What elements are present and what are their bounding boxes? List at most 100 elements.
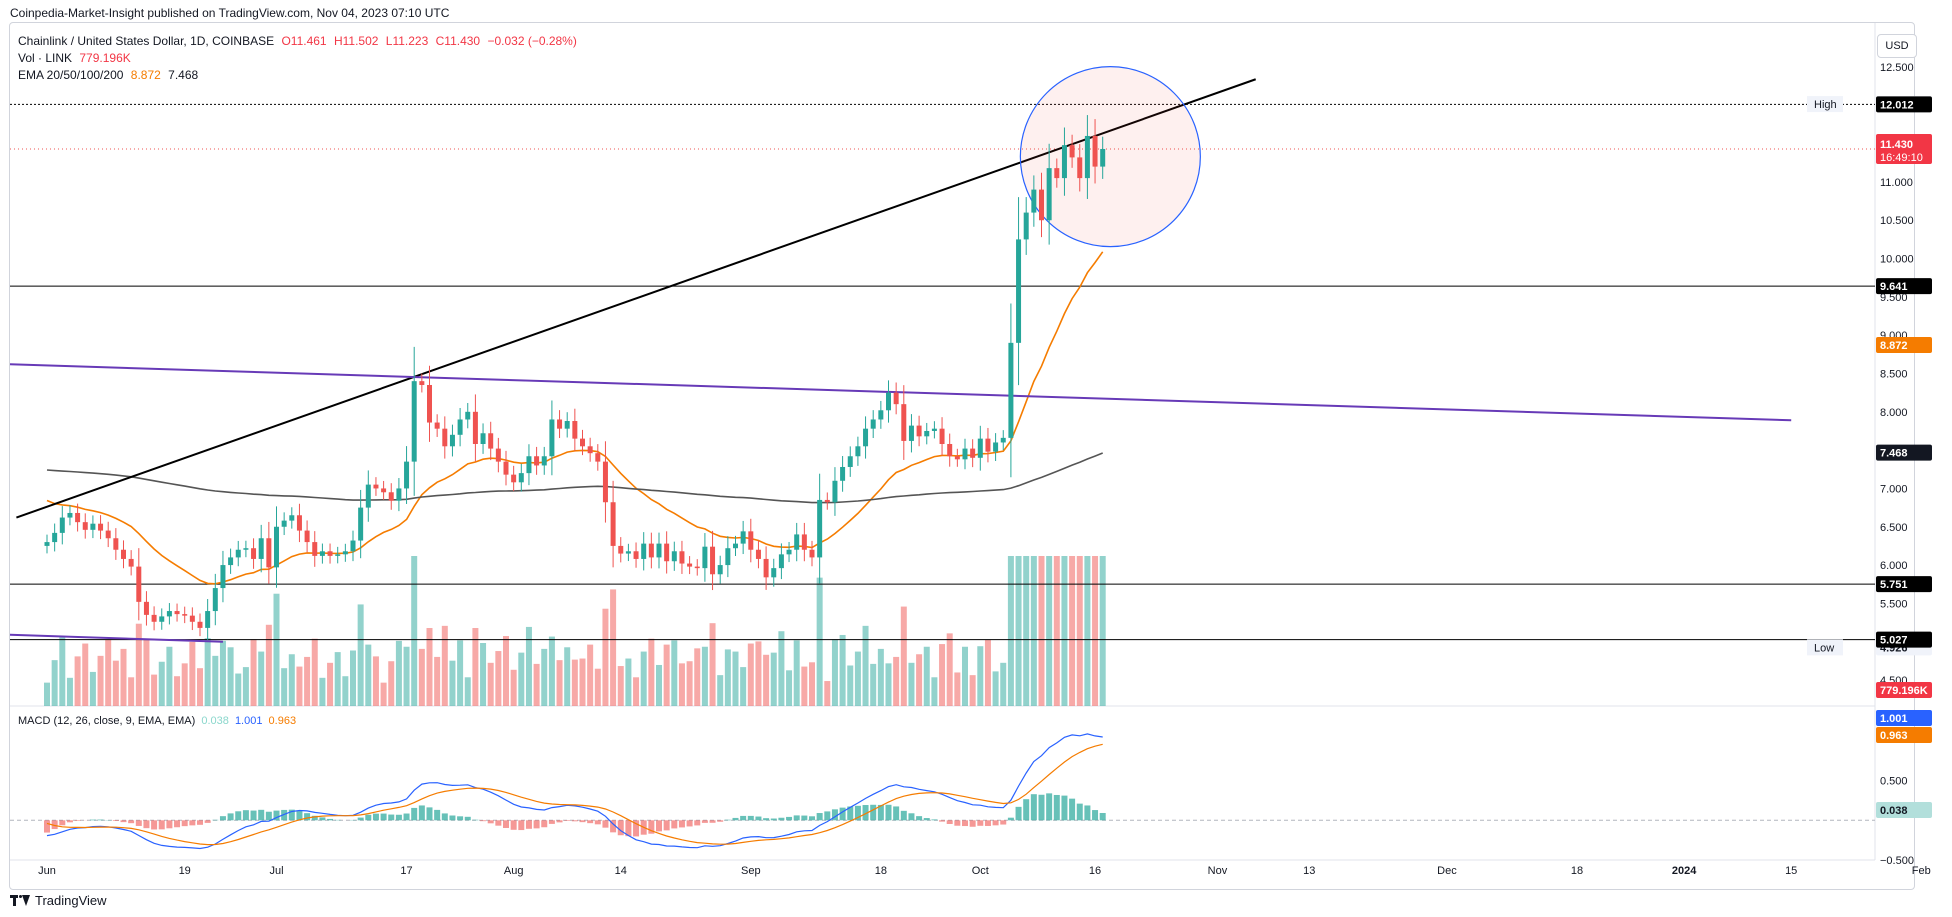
price-tag: 7.468 (1880, 448, 1908, 460)
macd-histogram-bar (579, 820, 586, 823)
candle-body (740, 531, 746, 544)
macd-histogram-bar (304, 813, 311, 821)
volume-bar (74, 656, 81, 706)
volume-bar (923, 646, 930, 706)
volume-bar (388, 661, 395, 706)
volume-bar (464, 677, 471, 706)
macd-histogram-bar (610, 820, 617, 833)
candle-body (358, 507, 364, 541)
candle-body (656, 543, 662, 558)
currency-button[interactable]: USD (1877, 34, 1917, 58)
volume-bar (265, 624, 272, 706)
macd-label[interactable]: MACD (12, 26, close, 9, EMA, EMA) (18, 715, 196, 727)
volume-bar (541, 648, 548, 706)
macd-histogram-bar (778, 817, 785, 821)
time-axis-label: Dec (1437, 865, 1457, 877)
volume-bar (625, 658, 632, 706)
last-price-tag: 11.430 (1880, 139, 1913, 151)
macd-histogram-bar (449, 815, 456, 821)
volume-bar (724, 649, 731, 706)
macd-histogram-bar (663, 820, 670, 831)
candle-body (931, 428, 937, 431)
candle-body (342, 551, 348, 555)
candle-body (993, 442, 999, 452)
macd-histogram-bar (457, 816, 464, 821)
volume-bar (1069, 556, 1076, 706)
volume-bar (1061, 556, 1068, 706)
macd-histogram-bar (388, 814, 395, 821)
candle-body (824, 499, 830, 503)
price-axis-label: 6.500 (1880, 522, 1908, 534)
macd-histogram-bar (877, 804, 884, 821)
ema-slow-value: 7.468 (168, 68, 199, 82)
macd-axis-label: −0.500 (1880, 855, 1914, 867)
volume-bar (594, 668, 601, 706)
macd-histogram-bar (1061, 795, 1068, 821)
macd-histogram-bar (319, 817, 326, 821)
volume-bar (763, 654, 770, 706)
volume-bar (556, 660, 563, 706)
volume-bar (281, 668, 288, 706)
lower-channel-line (9, 633, 223, 643)
volume-bar (916, 654, 923, 706)
macd-histogram-bar (839, 807, 846, 821)
candle-body (518, 473, 524, 483)
candle-body (319, 551, 325, 556)
candle-body (472, 411, 478, 444)
macd-histogram-bar (908, 813, 915, 821)
volume-bar (1099, 556, 1106, 706)
volume-bar (158, 661, 165, 706)
volume-bar (686, 661, 693, 706)
ema-label[interactable]: EMA 20/50/100/200 (18, 68, 124, 82)
candle-body (541, 456, 547, 466)
volume-bar (189, 641, 196, 706)
volume-bar (992, 671, 999, 706)
candle-body (748, 531, 754, 550)
candle-body (908, 425, 914, 441)
candle-body (648, 543, 654, 558)
macd-histogram-bar (633, 820, 640, 837)
volume-bar (701, 646, 708, 706)
descending-trendline (9, 363, 1792, 422)
candle-body (1016, 239, 1022, 343)
candle-body (159, 616, 165, 622)
volume-bar (931, 677, 938, 706)
candle-body (1061, 145, 1067, 179)
price-caption-bg (1807, 639, 1843, 656)
volume-label[interactable]: Vol · LINK (18, 51, 73, 65)
macd-histogram-bar (893, 806, 900, 821)
candle-body (327, 551, 333, 556)
candle-body (679, 551, 685, 564)
macd-histogram-bar (1053, 794, 1060, 821)
macd-histogram-bar (327, 818, 334, 821)
macd-histogram-bar (962, 820, 968, 827)
level-tag-bg (1876, 576, 1932, 593)
volume-bar (395, 640, 402, 706)
macd-histogram-bar (694, 820, 701, 826)
candle-body (419, 381, 425, 385)
countdown-tag: 16:49:10 (1880, 152, 1923, 164)
volume-bar (1076, 556, 1083, 706)
macd-histogram-bar (273, 810, 280, 821)
volume-bar (411, 556, 418, 706)
footer-brand[interactable]: TradingView (35, 893, 107, 908)
level-tag: 9.641 (1880, 281, 1908, 293)
macd-histogram-bar (954, 820, 961, 826)
volume-bar (403, 646, 410, 706)
macd-histogram-bar (977, 820, 984, 826)
volume-bar (548, 636, 555, 706)
candle-body (136, 566, 142, 602)
volume-bar (82, 643, 89, 706)
candle-body (602, 461, 608, 503)
volume-bar (365, 644, 372, 706)
last-price-tag-bg (1876, 133, 1932, 164)
macd-histogram-bar (204, 820, 211, 823)
macd-histogram-bar (189, 820, 196, 826)
volume-bar (1046, 556, 1053, 706)
symbol-title[interactable]: Chainlink / United States Dollar, 1D, CO… (18, 34, 275, 48)
macd-tag-bg (1876, 802, 1932, 818)
volume-bar (1007, 556, 1014, 706)
macd-histogram-bar (112, 820, 119, 822)
macd-histogram-bar (1023, 799, 1030, 821)
